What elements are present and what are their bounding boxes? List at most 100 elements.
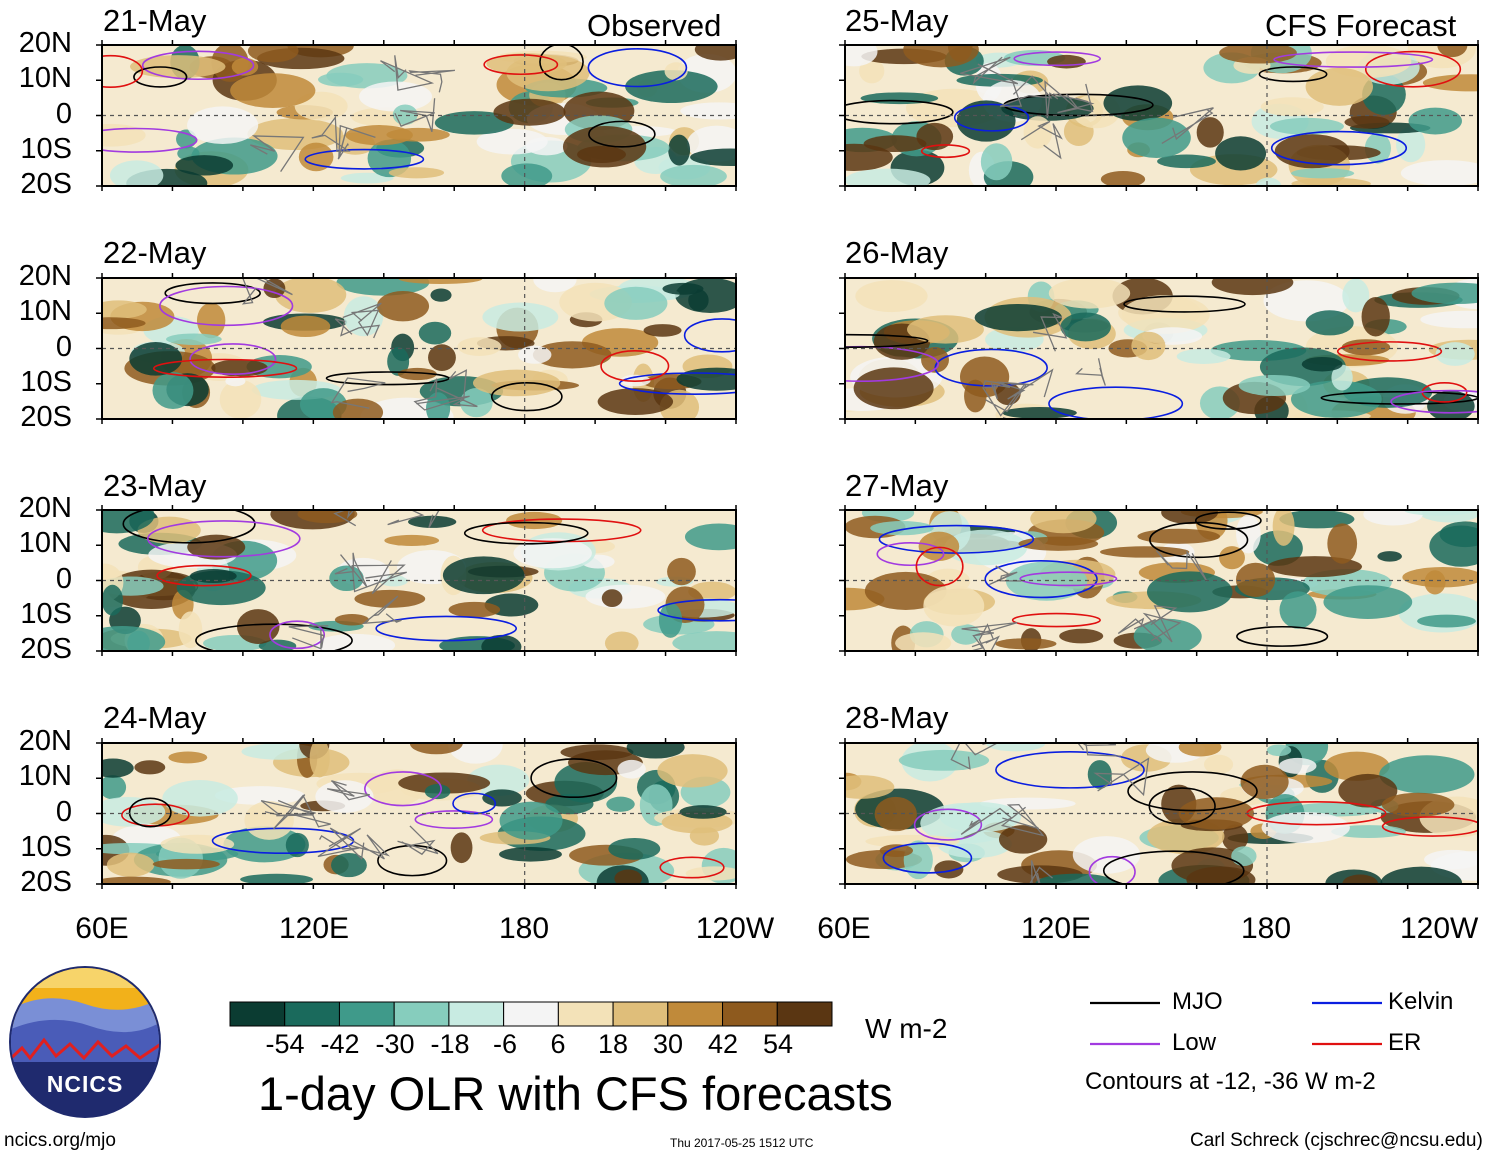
- contour-line: [1336, 341, 1443, 362]
- olr-anomaly-blob: [1018, 536, 1099, 551]
- olr-anomaly-blob: [482, 789, 522, 807]
- olr-anomaly-blob: [1377, 551, 1402, 562]
- olr-anomaly-blob: [450, 832, 473, 864]
- olr-anomaly-blob: [1072, 836, 1141, 874]
- olr-anomaly-blob: [1215, 136, 1267, 171]
- olr-anomaly-blob: [995, 382, 1021, 406]
- x-tick-label: 120E: [1020, 912, 1092, 945]
- colorbar: [229, 1001, 833, 1027]
- olr-anomaly-blob: [1157, 154, 1216, 169]
- olr-anomaly-blob: [1222, 824, 1249, 852]
- olr-anomaly-blob: [457, 337, 502, 356]
- contour-line: [915, 546, 964, 587]
- olr-anomaly-blob: [986, 743, 1046, 752]
- colorbar-tick-label: -18: [430, 1029, 470, 1059]
- chart-title: 1-day OLR with CFS forecasts: [258, 1067, 893, 1120]
- olr-anomaly-blob: [315, 780, 374, 813]
- contour-line: [414, 810, 494, 829]
- olr-anomaly-blob: [1411, 282, 1478, 305]
- olr-anomaly-blob: [617, 759, 646, 779]
- olr-anomaly-blob: [956, 100, 1016, 142]
- olr-anomaly-blob: [1030, 510, 1097, 534]
- contour-line: [375, 615, 518, 642]
- olr-anomaly-blob: [1219, 45, 1297, 64]
- olr-anomaly-blob: [482, 302, 559, 332]
- olr-anomaly-blob: [680, 102, 736, 120]
- olr-anomaly-blob: [1424, 570, 1446, 595]
- olr-anomaly-blob: [298, 142, 334, 172]
- olr-anomaly-blob: [152, 372, 194, 410]
- olr-anomaly-blob: [176, 129, 197, 149]
- olr-anomaly-blob: [672, 631, 736, 651]
- olr-anomaly-blob: [428, 344, 456, 371]
- olr-anomaly-blob: [1291, 177, 1371, 186]
- footer-url: ncics.org/mjo: [4, 1130, 116, 1151]
- olr-anomaly-blob: [409, 743, 463, 755]
- olr-anomaly-blob: [1178, 743, 1222, 757]
- contour-line: [1390, 389, 1478, 414]
- olr-anomaly-blob: [442, 556, 525, 595]
- contour-line: [1236, 625, 1329, 647]
- olr-anomaly-blob: [187, 534, 246, 560]
- y-tick-label: 10N: [18, 295, 72, 328]
- olr-anomaly-blob: [1099, 546, 1190, 558]
- contour-line: [657, 598, 736, 622]
- olr-anomaly-blob: [1238, 374, 1311, 396]
- olr-anomaly-blob: [240, 873, 314, 884]
- olr-anomaly-blob: [1100, 170, 1146, 186]
- olr-anomaly-blob: [658, 602, 683, 638]
- colorbar-swatch: [776, 1001, 833, 1027]
- olr-anomaly-blob: [354, 589, 426, 608]
- olr-anomaly-blob: [1103, 85, 1173, 121]
- olr-anomaly-blob: [1290, 380, 1382, 418]
- contour-line: [920, 144, 971, 159]
- olr-anomaly-blob: [460, 387, 493, 418]
- map-panel: [839, 273, 1479, 424]
- olr-anomaly-blob: [694, 45, 736, 61]
- contour-line: [1194, 511, 1262, 530]
- contour-line: [588, 120, 656, 148]
- olr-anomaly-blob: [1278, 757, 1317, 774]
- olr-anomaly-blob: [923, 585, 985, 627]
- olr-anomaly-blob: [331, 852, 367, 878]
- olr-anomaly-blob: [974, 303, 1062, 332]
- contour-line: [304, 148, 425, 170]
- olr-anomaly-blob: [903, 45, 979, 68]
- x-tick-label: 60E: [817, 912, 871, 945]
- x-tick-label: 120W: [695, 912, 775, 945]
- contour-line: [1013, 51, 1102, 67]
- olr-anomaly-blob: [690, 148, 736, 167]
- olr-anomaly-blob: [501, 163, 553, 186]
- y-tick-label: 20S: [20, 401, 72, 433]
- olr-anomaly-blob: [998, 825, 1048, 854]
- olr-anomaly-blob: [1342, 874, 1378, 884]
- olr-anomaly-blob: [225, 375, 246, 387]
- legend-label-low: Low: [1172, 1029, 1217, 1056]
- olr-anomaly-blob: [859, 58, 885, 84]
- olr-anomaly-blob: [614, 869, 643, 884]
- olr-anomaly-blob: [175, 155, 234, 176]
- olr-anomaly-blob: [102, 123, 146, 147]
- ncics-logo: NCICS: [9, 966, 161, 1118]
- x-tick-label: 180: [498, 912, 550, 945]
- x-tick-label: 60E: [75, 912, 129, 945]
- olr-anomaly-blob: [387, 347, 410, 376]
- olr-anomaly-blob: [1035, 873, 1118, 884]
- contour-line: [876, 542, 945, 567]
- olr-anomaly-blob: [499, 847, 562, 862]
- olr-anomaly-blob: [1305, 310, 1354, 336]
- contour-line: [1048, 386, 1184, 419]
- olr-anomaly-blob: [397, 367, 437, 381]
- olr-anomaly-blob: [667, 557, 696, 586]
- contour-line: [156, 564, 252, 587]
- olr-anomaly-blob: [1146, 571, 1233, 613]
- olr-anomaly-blob: [1323, 585, 1413, 619]
- olr-anomaly-blob: [334, 614, 370, 626]
- contour-line: [452, 792, 497, 815]
- contour-line: [463, 521, 589, 545]
- coastline: [288, 510, 440, 650]
- olr-anomaly-blob: [1272, 510, 1295, 546]
- olr-anomaly-blob: [604, 631, 639, 651]
- contour-line: [152, 358, 298, 378]
- olr-anomaly-blob: [1361, 296, 1390, 337]
